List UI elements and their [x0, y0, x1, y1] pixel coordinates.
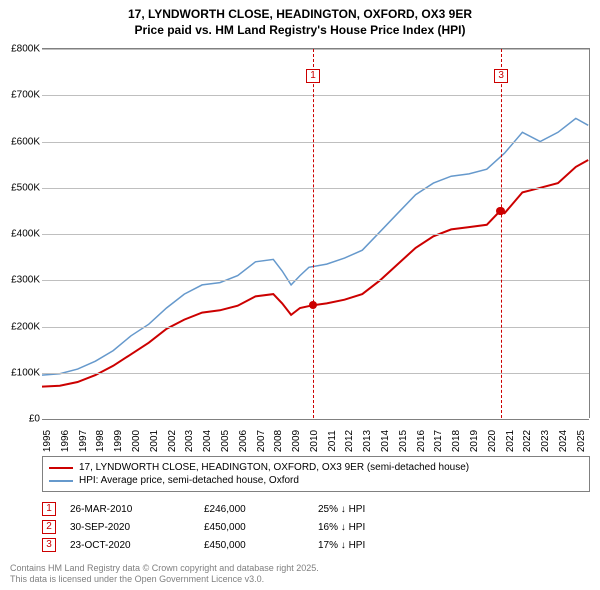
xtick-label: 2001 — [149, 430, 160, 452]
datapoint-row: 3 23-OCT-2020 £450,000 17% ↓ HPI — [42, 536, 590, 554]
gridline-h — [42, 142, 589, 143]
xtick-label: 2020 — [487, 430, 498, 452]
xtick-label: 2009 — [291, 430, 302, 452]
datapoint-price: £450,000 — [204, 540, 304, 551]
event-vline — [313, 49, 314, 418]
gridline-h — [42, 234, 589, 235]
xtick-label: 2007 — [256, 430, 267, 452]
datapoint-date: 23-OCT-2020 — [70, 540, 190, 551]
datapoint-price: £246,000 — [204, 504, 304, 515]
event-dot — [309, 301, 317, 309]
legend-label-1: 17, LYNDWORTH CLOSE, HEADINGTON, OXFORD,… — [79, 462, 469, 473]
legend-label-2: HPI: Average price, semi-detached house,… — [79, 475, 299, 486]
xtick-label: 2016 — [416, 430, 427, 452]
xtick-label: 2012 — [344, 430, 355, 452]
gridline-h — [42, 419, 589, 420]
xtick-label: 2015 — [398, 430, 409, 452]
xtick-label: 1999 — [113, 430, 124, 452]
plot-area: £0£100K£200K£300K£400K£500K£600K£700K£80… — [42, 48, 590, 418]
ytick-label: £400K — [0, 229, 40, 240]
xtick-label: 2014 — [380, 430, 391, 452]
title-line2: Price paid vs. HM Land Registry's House … — [0, 22, 600, 38]
gridline-h — [42, 373, 589, 374]
gridline-h — [42, 95, 589, 96]
legend-item-price-paid: 17, LYNDWORTH CLOSE, HEADINGTON, OXFORD,… — [49, 461, 583, 474]
xtick-label: 1995 — [42, 430, 53, 452]
ytick-label: £700K — [0, 90, 40, 101]
datapoint-row: 2 30-SEP-2020 £450,000 16% ↓ HPI — [42, 518, 590, 536]
event-dot — [497, 207, 505, 215]
xtick-label: 2005 — [220, 430, 231, 452]
datapoint-row: 1 26-MAR-2010 £246,000 25% ↓ HPI — [42, 500, 590, 518]
xtick-label: 1997 — [78, 430, 89, 452]
legend-item-hpi: HPI: Average price, semi-detached house,… — [49, 474, 583, 487]
footer-line2: This data is licensed under the Open Gov… — [10, 574, 319, 586]
event-vline — [501, 49, 502, 418]
datapoint-id-box: 2 — [42, 520, 56, 534]
xtick-label: 2013 — [362, 430, 373, 452]
xtick-label: 2023 — [540, 430, 551, 452]
datapoint-pct: 25% ↓ HPI — [318, 504, 418, 515]
ytick-label: £600K — [0, 136, 40, 147]
xtick-label: 2019 — [469, 430, 480, 452]
gridline-h — [42, 327, 589, 328]
xtick-label: 2022 — [522, 430, 533, 452]
chart-container: 17, LYNDWORTH CLOSE, HEADINGTON, OXFORD,… — [0, 0, 600, 590]
legend: 17, LYNDWORTH CLOSE, HEADINGTON, OXFORD,… — [42, 456, 590, 492]
ytick-label: £0 — [0, 414, 40, 425]
ytick-label: £800K — [0, 44, 40, 55]
xtick-label: 2018 — [451, 430, 462, 452]
event-marker-box: 3 — [494, 69, 508, 83]
datapoint-date: 30-SEP-2020 — [70, 522, 190, 533]
legend-swatch-blue — [49, 480, 73, 482]
datapoint-pct: 17% ↓ HPI — [318, 540, 418, 551]
ytick-label: £100K — [0, 367, 40, 378]
datapoint-pct: 16% ↓ HPI — [318, 522, 418, 533]
footer-line1: Contains HM Land Registry data © Crown c… — [10, 563, 319, 575]
xtick-label: 2024 — [558, 430, 569, 452]
xtick-label: 2002 — [167, 430, 178, 452]
xtick-label: 2017 — [433, 430, 444, 452]
ytick-label: £200K — [0, 321, 40, 332]
xtick-label: 2006 — [238, 430, 249, 452]
title-line1: 17, LYNDWORTH CLOSE, HEADINGTON, OXFORD,… — [0, 6, 600, 22]
datapoint-price: £450,000 — [204, 522, 304, 533]
series-hpi — [42, 118, 588, 375]
xtick-label: 1998 — [95, 430, 106, 452]
datapoint-id-box: 3 — [42, 538, 56, 552]
xtick-label: 2004 — [202, 430, 213, 452]
gridline-h — [42, 280, 589, 281]
datapoint-table: 1 26-MAR-2010 £246,000 25% ↓ HPI 2 30-SEP-202… — [42, 500, 590, 554]
xtick-label: 2010 — [309, 430, 320, 452]
ytick-label: £500K — [0, 182, 40, 193]
xtick-label: 1996 — [60, 430, 71, 452]
event-marker-box: 1 — [306, 69, 320, 83]
xtick-label: 2008 — [273, 430, 284, 452]
datapoint-date: 26-MAR-2010 — [70, 504, 190, 515]
ytick-label: £300K — [0, 275, 40, 286]
series-price_paid — [42, 160, 588, 387]
xtick-label: 2025 — [576, 430, 587, 452]
datapoint-id-box: 1 — [42, 502, 56, 516]
xtick-label: 2011 — [327, 430, 338, 452]
legend-swatch-red — [49, 467, 73, 469]
xtick-label: 2000 — [131, 430, 142, 452]
gridline-h — [42, 49, 589, 50]
chart-title: 17, LYNDWORTH CLOSE, HEADINGTON, OXFORD,… — [0, 0, 600, 38]
xtick-label: 2021 — [505, 430, 516, 452]
gridline-h — [42, 188, 589, 189]
footer-attribution: Contains HM Land Registry data © Crown c… — [10, 563, 319, 586]
xtick-label: 2003 — [184, 430, 195, 452]
